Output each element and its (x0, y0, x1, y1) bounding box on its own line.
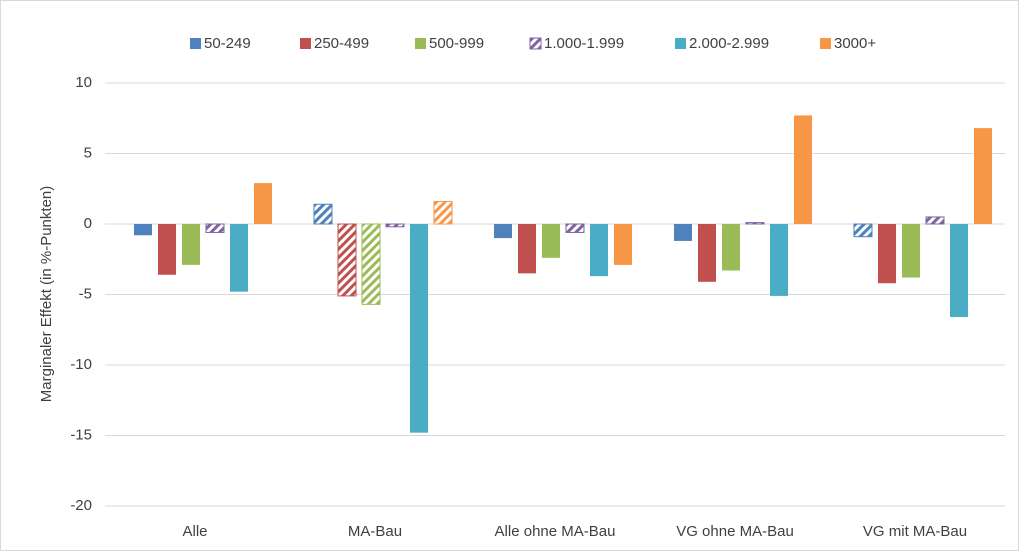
bar (770, 224, 788, 296)
x-tick-label: Alle (182, 523, 207, 540)
legend-swatch (820, 38, 831, 49)
legend-swatch (300, 38, 311, 49)
bar (974, 128, 992, 224)
x-tick-label: MA-Bau (348, 523, 402, 540)
bar (745, 222, 765, 225)
legend-swatch (675, 38, 686, 49)
y-tick-label: 10 (75, 74, 92, 91)
y-tick-label: -5 (79, 285, 92, 302)
y-tick-label: 0 (84, 215, 92, 232)
legend-label: 50-249 (204, 35, 251, 52)
y-tick-label: 5 (84, 144, 92, 161)
bar (134, 224, 152, 236)
bar (590, 224, 608, 277)
legend-label: 3000+ (834, 35, 876, 52)
legend-label: 250-499 (314, 35, 369, 52)
bar (794, 115, 812, 224)
bar (542, 224, 560, 258)
bar (158, 224, 176, 275)
bar (698, 224, 716, 282)
bar (385, 223, 405, 228)
bar (182, 224, 200, 265)
bar (674, 224, 692, 241)
bar (433, 200, 453, 225)
bar (950, 224, 968, 318)
y-axis-label: Marginaler Effekt (in %-Punkten) (38, 186, 55, 402)
legend-swatch (415, 38, 426, 49)
bar (902, 224, 920, 278)
bar (494, 224, 512, 239)
bar (518, 224, 536, 274)
x-tick-label: Alle ohne MA-Bau (495, 523, 616, 540)
legend-label: 2.000-2.999 (689, 35, 769, 52)
bar (254, 183, 272, 224)
bar (410, 224, 428, 433)
legend-swatch (190, 38, 201, 49)
bar (878, 224, 896, 284)
bar (565, 223, 585, 233)
bar (205, 223, 225, 233)
bar (614, 224, 632, 265)
bar (925, 216, 945, 225)
legend-label: 1.000-1.999 (544, 35, 624, 52)
bar (853, 223, 873, 238)
x-tick-label: VG mit MA-Bau (863, 523, 967, 540)
bar (230, 224, 248, 292)
x-tick-label: VG ohne MA-Bau (676, 523, 794, 540)
legend-label: 500-999 (429, 35, 484, 52)
y-tick-label: -10 (70, 356, 92, 373)
bar (337, 223, 357, 297)
y-tick-label: -15 (70, 426, 92, 443)
bar (722, 224, 740, 271)
bar (313, 203, 333, 225)
bar (361, 223, 381, 305)
legend-swatch (529, 37, 542, 50)
y-tick-label: -20 (70, 497, 92, 514)
